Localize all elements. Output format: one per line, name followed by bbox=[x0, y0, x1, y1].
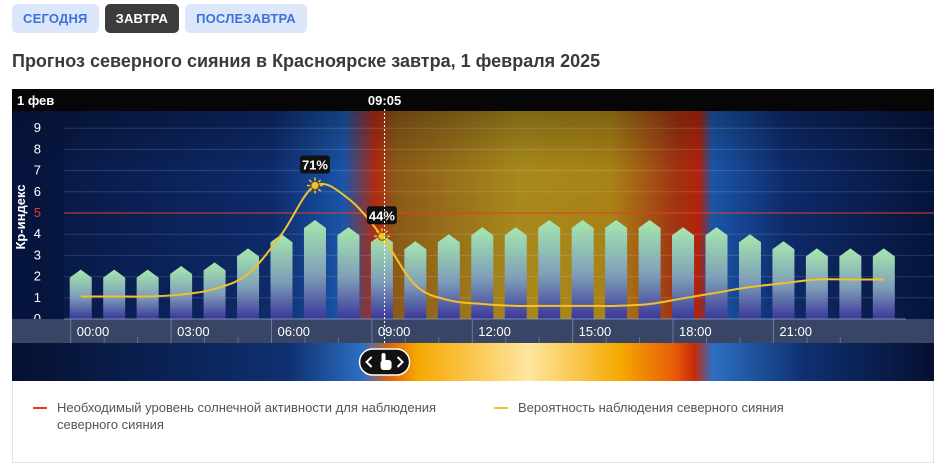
probability-line bbox=[80, 182, 884, 307]
x-tick-label: 21:00 bbox=[779, 324, 812, 339]
legend-label-probability: Вероятность наблюдения северного сияния bbox=[518, 400, 784, 415]
tab-tomorrow[interactable]: ЗАВТРА bbox=[104, 4, 180, 33]
sun-ray bbox=[317, 188, 322, 192]
chevron-left-icon bbox=[365, 356, 373, 368]
chevron-right-icon bbox=[396, 356, 404, 368]
legend-item-threshold: Необходимый уровень солнечной активности… bbox=[33, 399, 473, 433]
sun-ray bbox=[384, 239, 389, 243]
sun-ray bbox=[384, 230, 389, 234]
y-tick-label: 4 bbox=[34, 226, 41, 241]
sun-ray bbox=[375, 239, 379, 243]
page-title: Прогноз северного сияния в Красноярске з… bbox=[12, 51, 601, 71]
kp-bar bbox=[136, 269, 159, 319]
kp-bar bbox=[605, 219, 628, 319]
x-tick-label: 03:00 bbox=[177, 324, 210, 339]
x-tick-label: 18:00 bbox=[679, 324, 712, 339]
probability-marker: 71% bbox=[299, 155, 330, 194]
chart-legend: Необходимый уровень солнечной активности… bbox=[12, 381, 934, 463]
sky-vignette bbox=[12, 111, 934, 171]
sun-ray bbox=[375, 230, 379, 234]
probability-marker: 44% bbox=[366, 206, 397, 245]
day-tabs: СЕГОДНЯ ЗАВТРА ПОСЛЕЗАВТРА bbox=[12, 4, 307, 33]
probability-label: 44% bbox=[369, 208, 395, 223]
kp-bar bbox=[370, 234, 393, 319]
x-axis-band bbox=[12, 319, 934, 343]
probability-label: 71% bbox=[302, 158, 328, 173]
daylight-strip bbox=[12, 343, 934, 381]
kp-bar bbox=[538, 219, 561, 319]
x-tick-label: 09:00 bbox=[378, 324, 411, 339]
kp-bar bbox=[705, 227, 728, 319]
y-tick-label: 8 bbox=[34, 141, 41, 156]
kp-bar bbox=[437, 234, 460, 319]
x-axis-ticks: 00:00 03:00 06:00 09:00 12:00 15:00 18:00 21:00 bbox=[70, 319, 841, 343]
x-tick-label: 12:00 bbox=[478, 324, 511, 339]
kp-bar bbox=[839, 248, 862, 319]
legend-item-probability: Вероятность наблюдения северного сияния bbox=[494, 399, 914, 416]
kp-bar bbox=[672, 227, 695, 319]
hand-pointer-icon bbox=[380, 353, 392, 370]
y-axis-ticks: 0 1 2 3 4 5 6 7 8 9 bbox=[34, 120, 41, 326]
chart-header-band bbox=[12, 89, 934, 111]
kp-bar bbox=[69, 269, 92, 319]
y-tick-label: 3 bbox=[34, 247, 41, 262]
kp-bar bbox=[872, 248, 895, 319]
y-tick-label: 6 bbox=[34, 184, 41, 199]
probability-label-box bbox=[299, 155, 330, 174]
kp-bar bbox=[303, 219, 326, 319]
y-tick-label: 0 bbox=[34, 311, 41, 326]
probability-label-box bbox=[366, 206, 397, 225]
kp-bar bbox=[170, 266, 193, 319]
kp-bar bbox=[772, 241, 795, 319]
legend-swatch-threshold bbox=[33, 407, 47, 409]
kp-bar bbox=[504, 227, 527, 319]
sun-icon bbox=[310, 181, 320, 191]
kp-bar bbox=[270, 234, 293, 319]
y-tick-label: 9 bbox=[34, 120, 41, 135]
kp-bar bbox=[337, 227, 360, 319]
kp-bar bbox=[103, 269, 126, 319]
kp-bar bbox=[805, 248, 828, 319]
y-tick-label: 5 bbox=[34, 205, 41, 220]
x-tick-label: 15:00 bbox=[579, 324, 612, 339]
sun-icon bbox=[377, 231, 387, 241]
kp-bar bbox=[203, 262, 226, 319]
current-time-label: 09:05 bbox=[368, 93, 401, 108]
x-tick-label: 06:00 bbox=[278, 324, 311, 339]
sun-ray bbox=[308, 188, 312, 192]
kp-bar bbox=[738, 234, 761, 319]
y-tick-label: 7 bbox=[34, 163, 41, 178]
probability-markers: 71% 44% bbox=[299, 155, 397, 245]
y-axis-gutter bbox=[12, 111, 64, 319]
chart-date-label: 1 фев bbox=[17, 93, 54, 108]
sun-ray bbox=[317, 179, 322, 183]
legend-swatch-probability bbox=[494, 407, 508, 409]
kp-bar bbox=[237, 248, 260, 319]
kp-bar bbox=[571, 219, 594, 319]
kp-bar bbox=[638, 219, 661, 319]
y-tick-label: 2 bbox=[34, 269, 41, 284]
tab-today[interactable]: СЕГОДНЯ bbox=[12, 4, 99, 33]
kp-bar bbox=[404, 241, 427, 319]
kp-bar bbox=[471, 227, 494, 319]
y-tick-label: 1 bbox=[34, 290, 41, 305]
time-scrubber-handle[interactable] bbox=[358, 348, 411, 376]
x-tick-label: 00:00 bbox=[77, 324, 110, 339]
legend-label-threshold: Необходимый уровень солнечной активности… bbox=[57, 400, 437, 432]
sun-ray bbox=[308, 179, 312, 183]
tab-day-after-tomorrow[interactable]: ПОСЛЕЗАВТРА bbox=[185, 4, 307, 33]
y-axis-label: Кр-индекс bbox=[13, 184, 28, 249]
